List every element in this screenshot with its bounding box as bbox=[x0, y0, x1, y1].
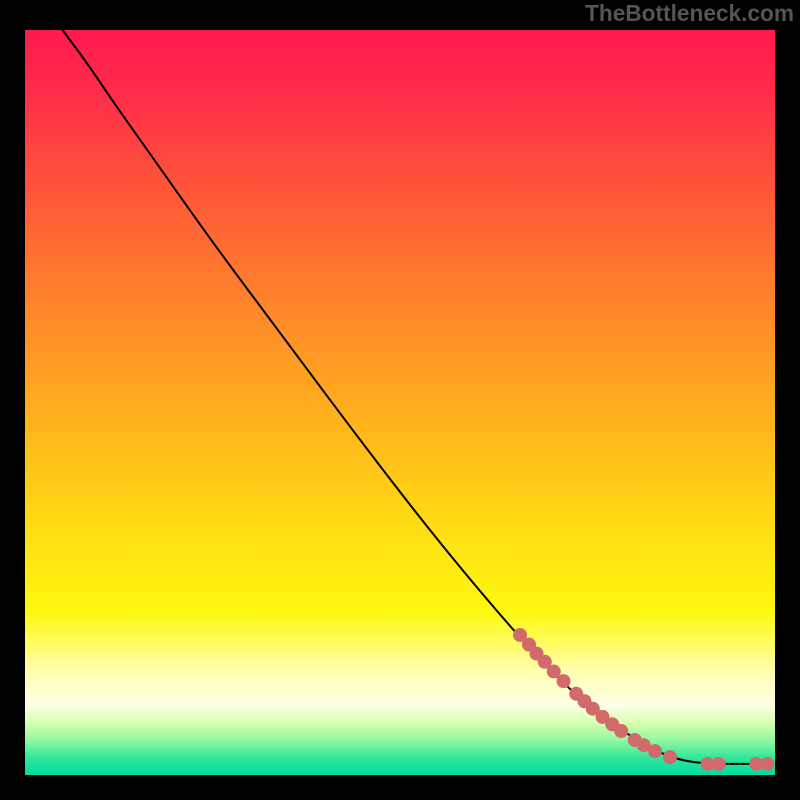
plot-background bbox=[25, 30, 775, 775]
scatter-point bbox=[557, 674, 571, 688]
scatter-point bbox=[614, 724, 628, 738]
watermark-text: TheBottleneck.com bbox=[585, 0, 794, 27]
scatter-point bbox=[712, 757, 726, 771]
scatter-point bbox=[648, 744, 662, 758]
scatter-point bbox=[663, 750, 677, 764]
chart-svg bbox=[0, 0, 800, 800]
scatter-point bbox=[761, 757, 775, 771]
chart-root: TheBottleneck.com bbox=[0, 0, 800, 800]
